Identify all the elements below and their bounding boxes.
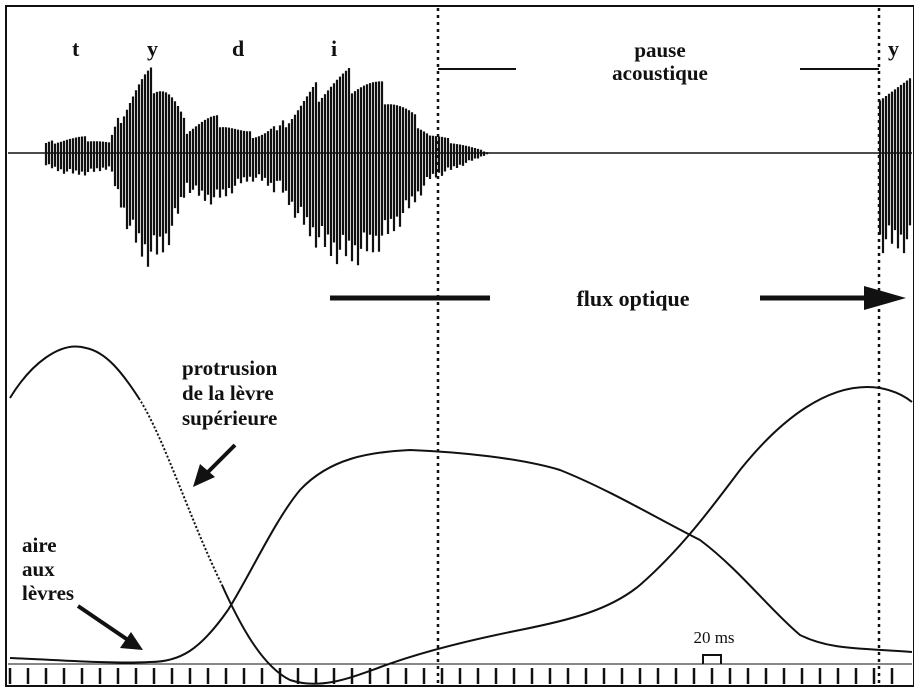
protrusion-pointer-arrow [203,443,237,477]
phoneme-d: d [232,36,244,61]
flux-arrow-head [864,286,906,310]
time-scale-label: 20 ms [693,628,734,647]
lip-area-curve [9,448,913,664]
aire-pointer-head [120,632,143,650]
time-axis-ticks [8,668,894,684]
figure-frame [5,5,914,687]
lip-protrusion-curve [9,345,913,685]
phoneme-y-final: y [888,36,899,61]
pause-label-line2: acoustique [612,61,708,85]
aire-label-line1: aire [22,533,57,557]
acoustic-waveform [44,67,912,267]
protrusion-label-line1: protrusion [182,356,278,380]
waveform-trace [44,67,912,267]
protrusion-label-line2: de la lèvre [182,381,274,405]
phoneme-t: t [72,36,80,61]
phoneme-i: i [331,36,337,61]
phoneme-y: y [147,36,158,61]
protrusion-label-line3: supérieure [182,406,277,430]
protrusion-pointer-head [193,464,215,487]
aire-label-line2: aux [22,557,55,581]
aire-label-line3: lèvres [22,581,74,605]
time-scale-bracket [702,654,722,664]
flux-optique-label: flux optique [576,286,689,311]
pause-label-line1: pause [634,38,685,62]
aire-pointer-arrow [76,604,130,642]
